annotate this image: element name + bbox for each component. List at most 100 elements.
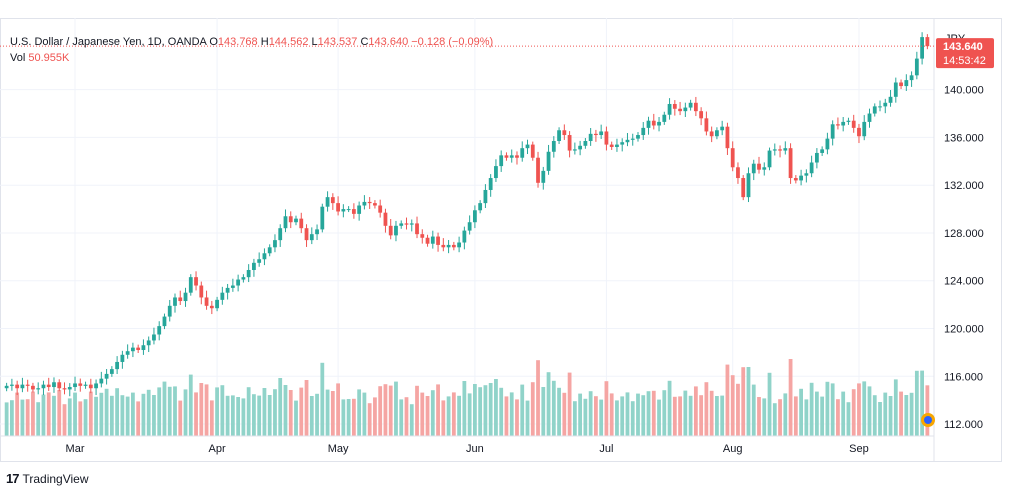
candle-body bbox=[115, 361, 120, 370]
volume-bar bbox=[246, 387, 251, 436]
volume-bar bbox=[109, 395, 114, 436]
candle-body bbox=[878, 106, 882, 108]
volume-bar bbox=[157, 387, 162, 436]
candle-body bbox=[262, 253, 267, 260]
x-tick-label: Sep bbox=[849, 443, 869, 455]
volume-bar bbox=[25, 399, 30, 436]
chart-legend: U.S. Dollar / Japanese Yen, 1D, OANDA O1… bbox=[10, 34, 493, 66]
candle-body bbox=[578, 145, 583, 150]
volume-bar bbox=[557, 387, 561, 436]
volume-bar bbox=[104, 388, 109, 436]
volume-bar bbox=[878, 402, 882, 436]
volume-bar bbox=[615, 400, 619, 436]
x-tick-label: Mar bbox=[66, 443, 85, 455]
open-value: 143.768 bbox=[217, 36, 258, 48]
candle-body bbox=[104, 373, 109, 379]
volume-bar bbox=[715, 396, 719, 436]
volume-bar bbox=[483, 385, 488, 436]
candle-body bbox=[88, 384, 93, 389]
volume-bar bbox=[173, 386, 177, 436]
volume-bar bbox=[893, 379, 898, 436]
volume-bar bbox=[88, 391, 93, 436]
volume-bar bbox=[751, 384, 756, 436]
candle-body bbox=[204, 297, 209, 306]
candle-body bbox=[893, 82, 898, 97]
candle-body bbox=[904, 80, 909, 87]
symbol-title[interactable]: U.S. Dollar / Japanese Yen, 1D, OANDA bbox=[10, 36, 207, 48]
x-tick-label: Apr bbox=[209, 443, 226, 455]
candle-body bbox=[709, 131, 714, 137]
volume-bar bbox=[662, 390, 667, 436]
candle-body bbox=[351, 209, 356, 214]
volume-bar bbox=[309, 396, 314, 436]
candle-body bbox=[846, 120, 851, 122]
volume-bar bbox=[162, 381, 167, 436]
candle-body bbox=[330, 197, 335, 204]
candle-body bbox=[430, 236, 435, 244]
volume-bar bbox=[299, 387, 304, 436]
close-value: 143.640 bbox=[368, 36, 409, 48]
volume-bar bbox=[909, 392, 914, 436]
volume-bar bbox=[651, 390, 656, 436]
volume-bar bbox=[283, 385, 288, 436]
candle-body bbox=[157, 326, 162, 335]
candle-body bbox=[725, 126, 730, 149]
candle-body bbox=[4, 385, 9, 389]
volume-bar bbox=[273, 389, 277, 436]
volume-bar bbox=[267, 395, 272, 436]
candle-body bbox=[304, 228, 309, 241]
volume-bar bbox=[788, 359, 793, 436]
candle-body bbox=[504, 155, 509, 158]
volume-bar bbox=[814, 391, 819, 436]
candle-body bbox=[783, 148, 788, 151]
candle-body bbox=[388, 225, 393, 236]
candle-body bbox=[188, 277, 193, 293]
volume-bar bbox=[288, 390, 293, 436]
volume-bar bbox=[720, 395, 725, 436]
candle-body bbox=[131, 347, 135, 352]
candle-body bbox=[41, 384, 46, 389]
volume-bar bbox=[546, 372, 551, 436]
volume-bar bbox=[604, 381, 609, 436]
volume-bar bbox=[225, 395, 230, 436]
candle-body bbox=[541, 170, 546, 183]
volume-bar bbox=[388, 385, 393, 436]
candle-body bbox=[267, 247, 272, 254]
candle-body bbox=[594, 133, 598, 136]
volume-bar bbox=[215, 387, 219, 436]
candle-body bbox=[778, 149, 782, 151]
volume-bar bbox=[462, 381, 467, 436]
candle-body bbox=[451, 244, 456, 248]
events-icon[interactable] bbox=[921, 413, 935, 427]
candle-body bbox=[693, 102, 698, 112]
candle-body bbox=[99, 378, 104, 384]
volume-bar bbox=[609, 393, 614, 436]
candle-body bbox=[362, 201, 367, 206]
tradingview-logo-icon: 17 bbox=[6, 471, 20, 486]
candle-body bbox=[467, 222, 472, 231]
countdown-timer: 14:53:42 bbox=[943, 55, 986, 67]
last-price-badge: 143.640 14:53:42 bbox=[936, 38, 994, 69]
candle-body bbox=[851, 120, 856, 128]
volume-bar bbox=[641, 395, 646, 436]
volume-bar bbox=[646, 391, 651, 436]
branding-footer[interactable]: 17 TradingView bbox=[6, 471, 89, 486]
candle-body bbox=[715, 130, 719, 137]
candle-body bbox=[94, 383, 98, 389]
x-tick-label: Jun bbox=[466, 443, 484, 455]
candle-body bbox=[167, 305, 172, 317]
candle-body bbox=[436, 236, 440, 245]
volume-bar bbox=[804, 399, 809, 436]
candle-body bbox=[399, 223, 404, 226]
volume-bar bbox=[136, 401, 141, 436]
candle-body bbox=[762, 167, 767, 170]
candle-body bbox=[567, 135, 572, 151]
volume-bar bbox=[378, 386, 383, 436]
candle-body bbox=[15, 384, 20, 389]
candle-body bbox=[746, 173, 751, 198]
volume-bar bbox=[888, 396, 893, 436]
volume-bar bbox=[625, 392, 630, 436]
candle-body bbox=[551, 141, 556, 152]
candle-body bbox=[667, 103, 672, 115]
